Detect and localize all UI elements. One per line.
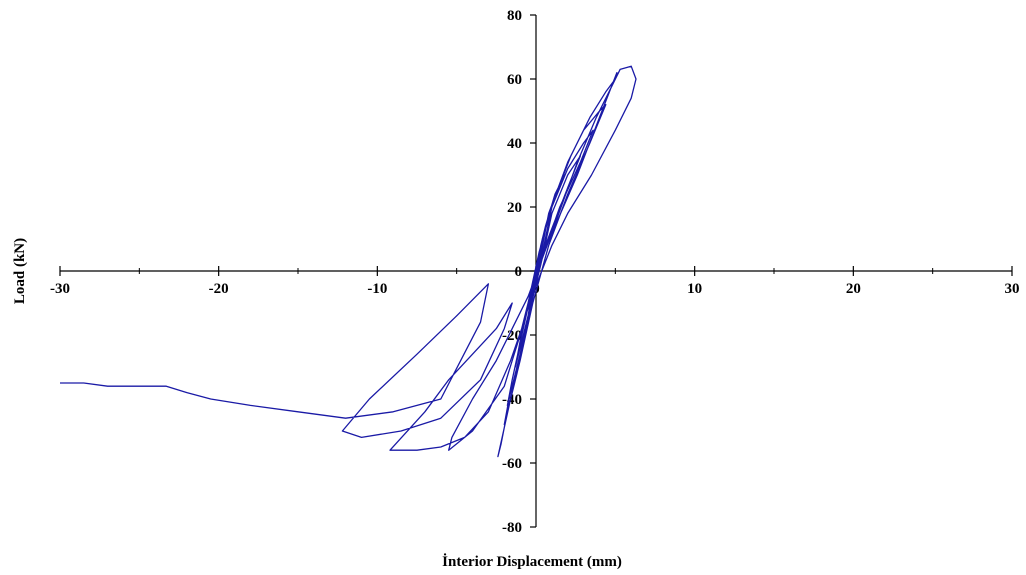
y-tick-label: 60 bbox=[507, 72, 522, 88]
x-axis-title: İnterior Displacement (mm) bbox=[442, 553, 622, 570]
x-tick-label: -20 bbox=[209, 281, 229, 297]
y-tick-label: -80 bbox=[502, 520, 522, 536]
x-tick-label: -30 bbox=[50, 281, 70, 297]
y-tick-label: 40 bbox=[507, 136, 522, 152]
y-axis-title: Load (kN) bbox=[12, 238, 28, 304]
y-tick-label: 80 bbox=[507, 8, 522, 24]
x-tick-label: 10 bbox=[687, 281, 702, 297]
plot-area bbox=[60, 65, 637, 458]
x-tick-label: 20 bbox=[846, 281, 861, 297]
load-displacement-curve bbox=[60, 65, 637, 458]
y-tick-label: 0 bbox=[515, 264, 523, 280]
x-axis-ticks: -30 -20 -10 0 10 20 30 bbox=[50, 266, 1020, 297]
x-tick-label: 30 bbox=[1005, 281, 1020, 297]
x-tick-label: -10 bbox=[367, 281, 387, 297]
y-tick-label: -60 bbox=[502, 456, 522, 472]
y-tick-label: 20 bbox=[507, 200, 522, 216]
y-tick-label: -40 bbox=[502, 392, 522, 408]
